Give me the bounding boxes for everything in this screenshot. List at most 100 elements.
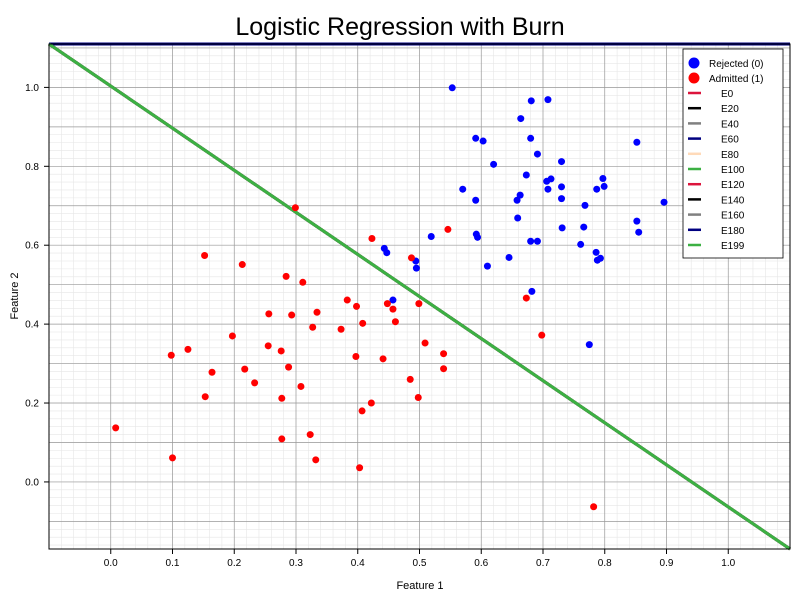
rejected-point: [427, 233, 435, 241]
rejected-point: [577, 240, 585, 248]
admitted-point: [538, 331, 546, 339]
admitted-point: [241, 365, 249, 373]
rejected-point: [513, 196, 521, 204]
y-tick-label: 0.8: [25, 162, 39, 173]
rejected-point: [660, 198, 668, 206]
rejected-point: [479, 137, 487, 145]
rejected-point: [459, 185, 467, 193]
chart-title: Logistic Regression with Burn: [235, 13, 564, 41]
rejected-point: [533, 150, 541, 158]
rejected-point: [527, 134, 535, 142]
admitted-point: [297, 382, 305, 390]
y-tick-label: 0.4: [25, 320, 39, 331]
legend-label: Admitted (1): [709, 74, 763, 85]
admitted-point: [278, 435, 286, 443]
x-tick-label: 0.3: [289, 558, 303, 569]
rejected-point: [593, 256, 601, 264]
x-tick-label: 0.4: [351, 558, 365, 569]
legend-label: E120: [721, 180, 745, 191]
rejected-point: [592, 248, 600, 256]
rejected-point: [633, 217, 641, 225]
admitted-point: [228, 332, 236, 340]
legend-label: E199: [721, 241, 745, 252]
admitted-point: [356, 464, 364, 472]
rejected-point: [472, 196, 480, 204]
admitted-point: [184, 345, 192, 353]
admitted-point: [414, 394, 422, 401]
rejected-point: [544, 96, 552, 104]
legend-label: E180: [721, 226, 745, 237]
admitted-point: [421, 339, 429, 347]
admitted-point: [383, 300, 391, 308]
rejected-point: [599, 175, 607, 183]
admitted-point: [368, 235, 376, 243]
legend-label: E60: [721, 135, 739, 146]
admitted-point: [312, 456, 320, 464]
admitted-point: [251, 379, 259, 387]
rejected-point: [412, 264, 420, 272]
legend-label: Rejected (0): [709, 59, 763, 70]
admitted-point: [391, 318, 399, 326]
x-tick-label: 0.0: [104, 558, 118, 569]
admitted-point: [238, 261, 246, 269]
admitted-point: [299, 278, 307, 286]
rejected-point: [528, 287, 536, 295]
legend-marker: [688, 72, 700, 84]
x-tick-label: 0.2: [227, 558, 241, 569]
rejected-point: [635, 228, 643, 236]
x-axis-ticks: 0.0 0.1 0.2 0.3 0.4 0.5 0.6 0.7 0.8 0.9 1.0: [104, 549, 736, 569]
admitted-point: [201, 251, 209, 259]
y-tick-label: 1.0: [25, 83, 39, 94]
legend-marker: [688, 57, 700, 69]
admitted-point: [306, 431, 314, 439]
legend-label: E160: [721, 211, 745, 222]
x-axis-label: Feature 1: [396, 580, 443, 592]
rejected-point: [585, 341, 593, 349]
admitted-point: [359, 319, 367, 327]
admitted-point: [590, 503, 598, 511]
admitted-point: [343, 296, 351, 304]
rejected-point: [527, 97, 535, 105]
rejected-point: [543, 177, 551, 185]
admitted-point: [406, 375, 414, 383]
admitted-point: [277, 347, 285, 355]
admitted-point: [313, 308, 321, 316]
admitted-point: [169, 454, 176, 462]
rejected-point: [383, 249, 391, 257]
rejected-point: [522, 171, 530, 179]
admitted-point: [309, 323, 317, 331]
rejected-point: [580, 223, 588, 231]
admitted-point: [288, 311, 296, 319]
rejected-point: [581, 201, 589, 209]
rejected-point: [533, 237, 541, 245]
admitted-point: [278, 394, 286, 402]
x-tick-label: 0.7: [536, 558, 550, 569]
admitted-point: [208, 368, 216, 376]
y-tick-label: 0.0: [25, 477, 39, 488]
rejected-point: [558, 224, 566, 232]
rejected-point: [514, 214, 522, 222]
y-tick-label: 0.2: [25, 399, 39, 410]
admitted-point: [337, 325, 345, 333]
admitted-point: [415, 300, 423, 308]
rejected-point: [490, 160, 498, 168]
admitted-point: [167, 351, 175, 359]
rejected-point: [558, 183, 566, 191]
legend-label: E40: [721, 119, 739, 130]
data-points: [112, 84, 668, 511]
rejected-point: [505, 253, 513, 261]
admitted-point: [353, 302, 361, 310]
admitted-point: [444, 225, 452, 233]
admitted-point: [112, 424, 120, 432]
rejected-point: [593, 185, 601, 193]
x-tick-label: 0.5: [413, 558, 427, 569]
admitted-point: [358, 407, 366, 415]
legend-label: E0: [721, 89, 734, 100]
admitted-point: [291, 204, 299, 212]
rejected-point: [448, 84, 456, 92]
rejected-point: [633, 138, 641, 146]
admitted-point: [352, 352, 360, 360]
x-tick-label: 0.8: [598, 558, 612, 569]
rejected-point: [474, 233, 482, 241]
